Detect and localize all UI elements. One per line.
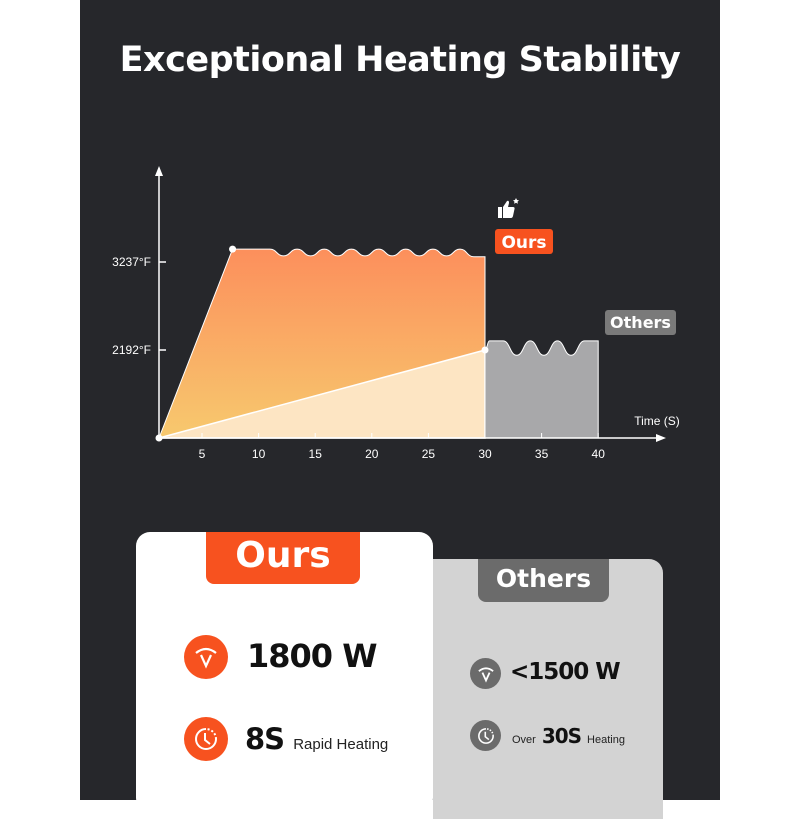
x-tick-label: 10	[252, 447, 266, 461]
x-tick-label: 30	[478, 447, 492, 461]
ours-card-label: Ours	[206, 532, 360, 584]
heating-chart: 5 10 15 20 25 30 35 40 2192°F 3237°F Time (S) Ours O…	[112, 166, 680, 461]
page-title: Exceptional Heating Stability	[119, 40, 681, 80]
others-card-label: Others	[478, 559, 609, 602]
others-label: Others	[610, 313, 671, 332]
others-time-value: 30S	[541, 724, 582, 748]
others-time-prefix: Over	[512, 734, 536, 746]
x-tick-label: 25	[422, 447, 436, 461]
ours-label-badge	[495, 229, 553, 254]
x-tick-label: 20	[365, 447, 379, 461]
ours-label: Ours	[501, 233, 546, 253]
y-tick-label: 3237°F	[112, 255, 151, 269]
x-axis-label: Time (S)	[634, 414, 680, 428]
x-tick-label: 35	[535, 447, 549, 461]
power-arc-icon	[470, 658, 501, 689]
others-power: <1500 W	[510, 659, 621, 685]
ours-time-suffix: Rapid Heating	[293, 736, 389, 753]
others-time-suffix: Heating	[587, 734, 625, 746]
ours-peak-point	[229, 245, 237, 253]
x-axis-arrow	[656, 434, 666, 442]
others-peak-point	[481, 346, 489, 354]
others-time: Over 30S Heating	[512, 724, 625, 748]
y-axis-arrow	[155, 166, 163, 176]
ours-power: 1800 W	[247, 637, 377, 675]
ours-time: 8S Rapid Heating	[245, 722, 388, 756]
star-icon	[513, 198, 519, 204]
x-tick-label: 5	[199, 447, 206, 461]
x-tick-label: 40	[592, 447, 606, 461]
others-series-area	[484, 340, 599, 439]
origin-point	[155, 434, 163, 442]
power-arc-icon	[184, 635, 228, 679]
x-tick-label: 15	[309, 447, 323, 461]
clock-icon	[184, 717, 228, 761]
thumbs-up-star-icon	[498, 200, 515, 218]
clock-icon	[470, 720, 501, 751]
y-tick-label: 2192°F	[112, 343, 151, 357]
others-label-badge	[605, 310, 676, 335]
ours-time-value: 8S	[245, 722, 285, 756]
others-card	[433, 559, 663, 819]
